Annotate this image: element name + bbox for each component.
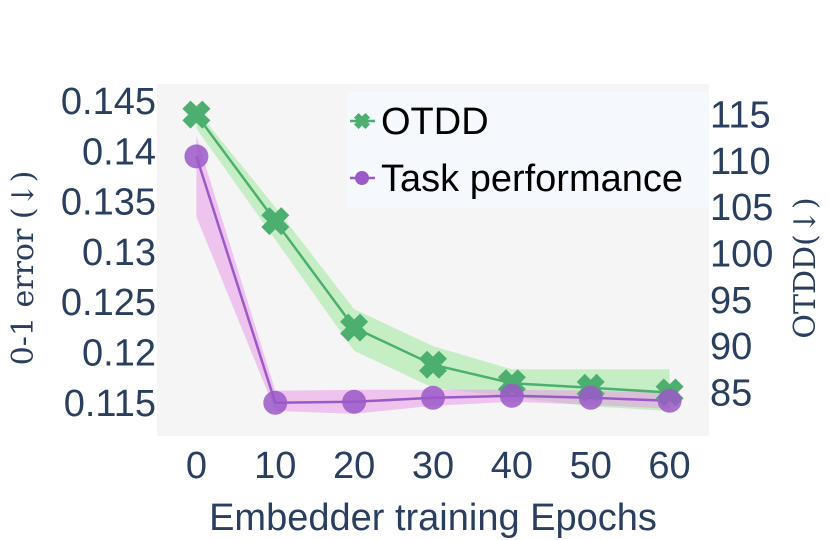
task-performance-point <box>657 388 682 413</box>
legend-otdd-marker <box>354 113 370 129</box>
right-y-tick-label: 110 <box>710 141 771 183</box>
axis-ticks: 0 10 20 30 40 50 60 0.145 0.14 0.135 0.13 0.125 0.12… <box>61 81 774 487</box>
legend: OTDD Task performance <box>347 92 709 208</box>
right-y-axis-title: OTDD(↓) <box>788 197 823 338</box>
task-performance-point <box>263 390 288 415</box>
x-tick-label: 60 <box>648 445 690 487</box>
task-performance-point <box>499 383 524 408</box>
right-y-tick-label: 105 <box>710 187 773 229</box>
x-tick-label: 40 <box>491 445 533 487</box>
left-y-tick-label: 0.125 <box>61 282 156 324</box>
uncertainty-bands <box>196 109 670 414</box>
right-y-tick-label: 100 <box>710 234 773 276</box>
task-performance-point <box>578 385 603 410</box>
legend-task-marker <box>355 171 369 185</box>
task-performance-point <box>184 144 209 169</box>
left-y-tick-label: 0.14 <box>82 131 156 173</box>
x-tick-label: 0 <box>186 445 207 487</box>
legend-label: OTDD <box>381 101 489 143</box>
series-markers <box>182 100 684 415</box>
x-axis-title: Embedder training Epochs <box>209 497 657 539</box>
legend-box <box>347 92 709 208</box>
left-y-tick-label: 0.115 <box>64 383 156 425</box>
band-otdd <box>196 109 670 412</box>
right-y-tick-label: 90 <box>710 326 752 368</box>
otdd-point <box>340 313 369 342</box>
left-y-tick-label: 0.135 <box>61 182 156 224</box>
left-y-tick-label: 0.145 <box>61 81 156 123</box>
task-performance-point <box>342 389 367 414</box>
x-tick-label: 20 <box>333 445 375 487</box>
left-y-tick-label: 0.12 <box>82 333 156 375</box>
left-y-axis-title: 0-1 error (↓) <box>6 171 41 366</box>
right-y-tick-label: 95 <box>710 280 752 322</box>
task-performance-point <box>421 385 445 410</box>
legend-label: Task performance <box>381 158 683 200</box>
x-tick-label: 30 <box>412 445 454 487</box>
x-tick-label: 50 <box>570 445 612 487</box>
otdd-point <box>182 100 211 129</box>
left-y-tick-label: 0.13 <box>82 232 156 274</box>
right-y-tick-label: 85 <box>710 372 752 414</box>
otdd-point <box>419 350 447 379</box>
right-y-tick-label: 115 <box>710 95 771 137</box>
x-tick-label: 10 <box>254 445 296 487</box>
otdd-point <box>261 207 290 236</box>
